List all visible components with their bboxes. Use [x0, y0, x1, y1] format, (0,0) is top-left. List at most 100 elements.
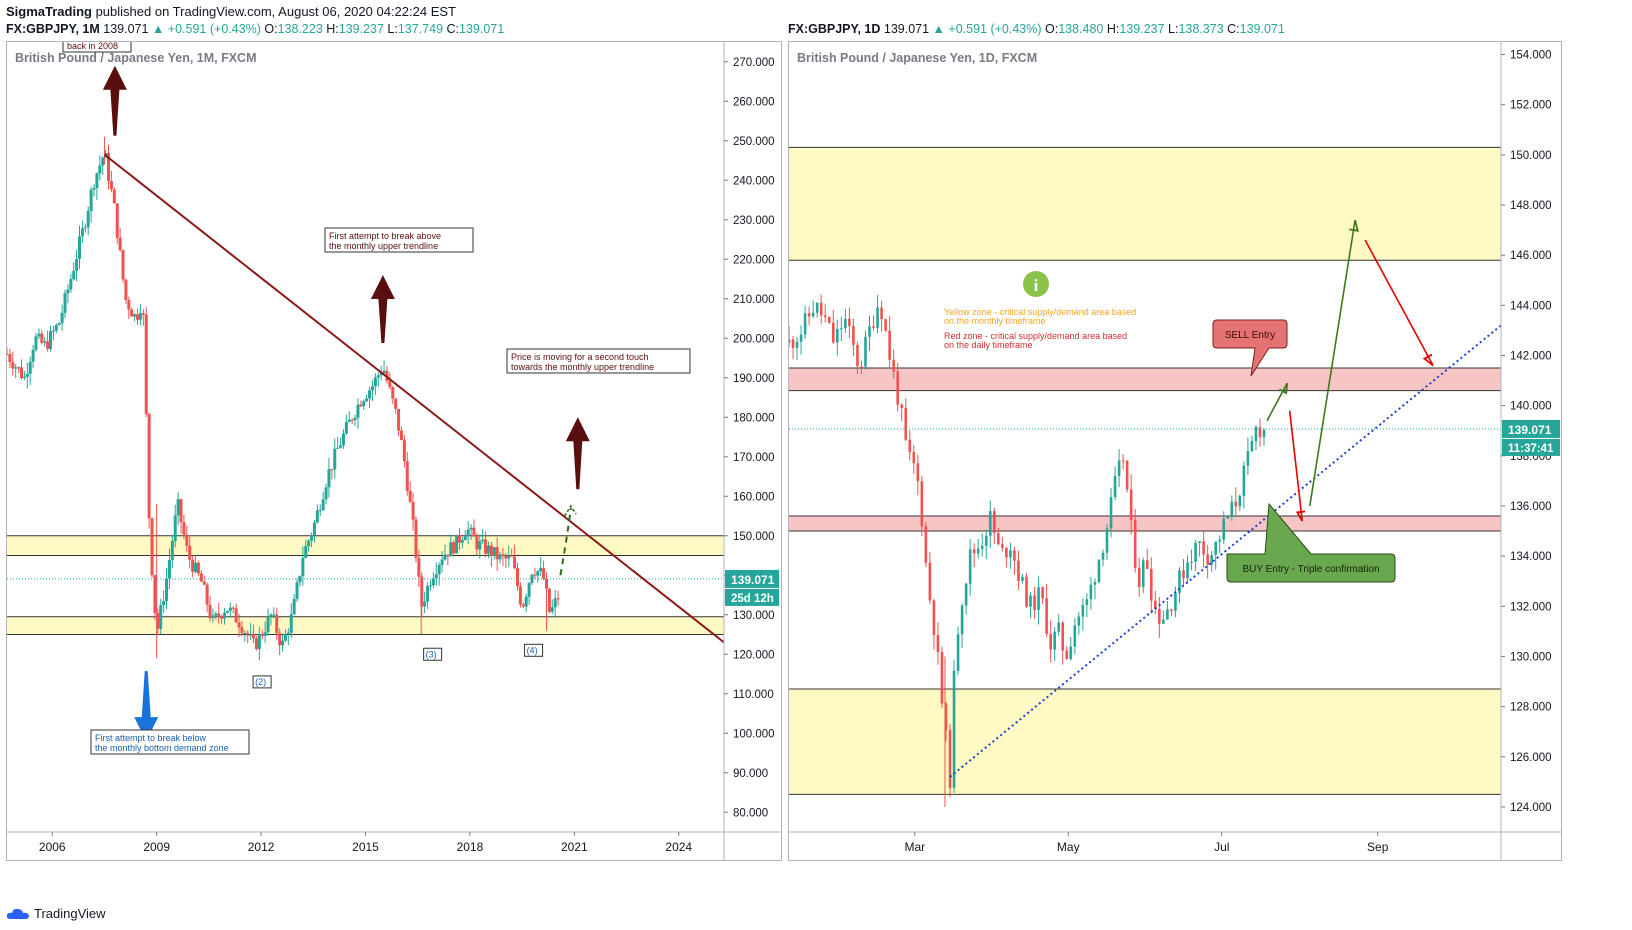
candle-body: [92, 188, 96, 190]
y-tick-label: 190.000: [733, 373, 775, 385]
candle-body: [25, 373, 29, 377]
candle-body: [1073, 625, 1077, 647]
candle-body: [1077, 616, 1081, 626]
candle-body: [964, 583, 968, 606]
note-first-break-above-box: [324, 227, 474, 253]
daily-chart[interactable]: i Yellow zone - critical supply/demand ar…: [789, 42, 1561, 860]
candle-body: [150, 518, 154, 576]
red-zone-legend: on the daily timeframe: [944, 340, 1033, 350]
candle-body: [960, 605, 964, 635]
note-second-touch-box: [506, 348, 691, 374]
yellow-zone: [789, 689, 1501, 795]
candle-body: [109, 181, 113, 190]
candle-body: [40, 333, 44, 343]
candle-body: [298, 576, 302, 583]
candle-body: [379, 373, 383, 376]
candle-body: [908, 439, 912, 453]
x-tick-label: 2021: [561, 840, 588, 854]
candle-body: [489, 545, 493, 556]
candle-body: [1101, 552, 1105, 560]
projection-arrow-head: [563, 504, 577, 517]
red-arrow-final: [1364, 239, 1434, 366]
tradingview-logo-text: TradingView: [34, 906, 106, 921]
yellow-zone-legend: on the monthly timeframe: [944, 316, 1046, 326]
candle-body: [1093, 582, 1097, 585]
tradingview-cloud-icon: [6, 908, 30, 919]
note-first-break-above-line: the monthly upper trendline: [329, 241, 438, 251]
candle-body: [1198, 541, 1201, 543]
candle-body: [124, 279, 128, 301]
candle-body: [868, 326, 871, 337]
candle-body: [860, 366, 863, 368]
candle-body: [72, 270, 76, 280]
candle-body: [1186, 562, 1189, 579]
candle-body: [1246, 451, 1250, 466]
daily-chart-pane[interactable]: i Yellow zone - critical supply/demand ar…: [788, 41, 1562, 861]
candle-body: [295, 582, 299, 600]
candle-body: [437, 564, 441, 575]
up-arrow-2015: [370, 275, 395, 344]
candle-body: [182, 522, 186, 535]
candle-body: [823, 315, 827, 317]
candle-body: [112, 189, 116, 204]
green-arrow-long-head: [1349, 219, 1359, 232]
candle-body: [1017, 560, 1020, 581]
candle-body: [1085, 599, 1089, 606]
wave-label-box: [252, 675, 272, 689]
candle-body: [1226, 516, 1230, 519]
candle-body: [547, 588, 551, 612]
monthly-chart[interactable]: back in 2008 First attempt to break above…: [7, 42, 781, 860]
candle-body: [34, 336, 38, 350]
candle-body: [956, 634, 960, 671]
publisher-line: SigmaTrading published on TradingView.co…: [6, 4, 456, 20]
candle-body: [1001, 544, 1004, 548]
candle-body: [141, 313, 145, 315]
candle-body: [318, 510, 322, 512]
y-tick-label: 136.000: [1510, 501, 1552, 513]
candle-body: [133, 314, 137, 317]
candle-body: [347, 419, 351, 423]
candle-body: [791, 339, 795, 348]
candle-body: [252, 634, 256, 639]
y-tick-label: 80.000: [733, 807, 768, 819]
candle-body: [486, 545, 490, 554]
candle-body: [1234, 501, 1238, 507]
right-close: 139.071: [1239, 22, 1285, 36]
tradingview-footer[interactable]: TradingView: [6, 906, 106, 921]
right-symbol[interactable]: FX:GBPJPY, 1D: [788, 22, 881, 36]
current-price-tag-label: 139.071: [731, 573, 775, 587]
candle-body: [504, 556, 508, 559]
left-change: +0.591 (+0.43%): [167, 22, 261, 36]
candle-body: [521, 604, 525, 607]
candle-body: [1218, 539, 1222, 542]
candle-body: [1069, 646, 1073, 659]
red-zone: [789, 368, 1501, 391]
candle-body: [60, 312, 64, 324]
sell-entry-callout: [1212, 319, 1288, 377]
candle-body: [492, 547, 496, 556]
right-high: 139.237: [1119, 22, 1165, 36]
candle-body: [530, 574, 534, 584]
candle-body: [916, 463, 920, 482]
right-open: 138.480: [1058, 22, 1104, 36]
candle-body: [275, 614, 279, 634]
author[interactable]: SigmaTrading: [6, 4, 92, 19]
candle-body: [301, 557, 305, 577]
candle-body: [28, 361, 32, 374]
candle-body: [510, 555, 514, 557]
left-symbol[interactable]: FX:GBPJPY, 1M: [6, 22, 100, 36]
yellow-zone: [7, 616, 724, 635]
candle-body: [214, 613, 218, 616]
candle-body: [194, 562, 198, 572]
candle-body: [478, 541, 482, 550]
candle-body: [1178, 570, 1181, 594]
candle-body: [1137, 567, 1141, 587]
monthly-chart-pane[interactable]: back in 2008 First attempt to break above…: [6, 41, 782, 861]
red-zone-legend: Red zone - critical supply/demand area b…: [944, 331, 1127, 341]
y-tick-label: 260.000: [733, 96, 775, 108]
candle-body: [310, 535, 314, 541]
candle-body: [304, 546, 308, 558]
candle-body: [515, 568, 519, 587]
candle-body: [789, 339, 791, 343]
x-tick-label: 2018: [457, 840, 484, 854]
